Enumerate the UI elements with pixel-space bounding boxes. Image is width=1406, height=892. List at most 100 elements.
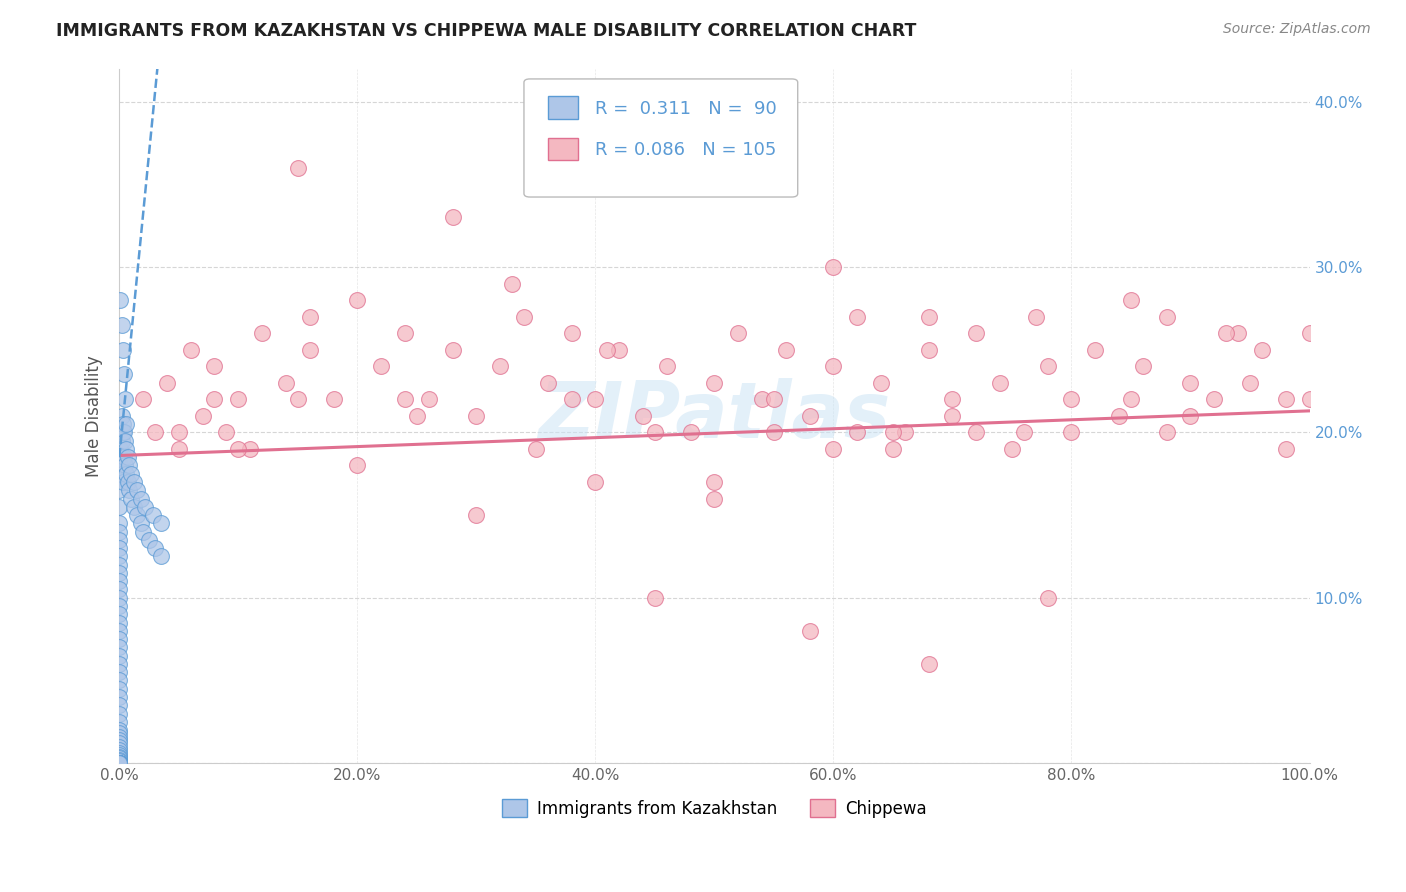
Point [132,524,155,539]
Point [115,417,138,431]
Point [215,425,238,440]
Point [274,376,297,390]
Point [180,343,202,357]
Point [775,343,797,357]
Point [112,368,135,382]
Point [917,310,939,324]
Point [988,376,1011,390]
Point [111,343,134,357]
Point [108,736,131,750]
Point [108,733,131,747]
Point [129,516,152,531]
Point [1036,359,1059,374]
Point [111,409,134,423]
Point [111,467,134,481]
Point [108,756,131,771]
Point [108,624,131,638]
Point [703,475,725,489]
Point [108,753,131,767]
Point [108,673,131,688]
Point [108,582,131,597]
Point [846,310,869,324]
Point [1227,326,1250,340]
Point [882,442,904,456]
Point [1108,409,1130,423]
Point [108,739,131,754]
FancyBboxPatch shape [524,78,797,197]
Point [132,392,155,407]
Point [1084,343,1107,357]
Point [127,483,149,498]
Point [1025,310,1047,324]
Point [108,723,131,737]
Point [1156,310,1178,324]
Point [127,508,149,522]
Text: IMMIGRANTS FROM KAZAKHSTAN VS CHIPPEWA MALE DISABILITY CORRELATION CHART: IMMIGRANTS FROM KAZAKHSTAN VS CHIPPEWA M… [56,22,917,40]
Point [108,640,131,655]
Point [167,425,190,440]
Point [108,648,131,663]
Point [108,574,131,589]
Point [1180,376,1202,390]
Point [799,624,821,638]
Point [1215,326,1237,340]
Point [346,458,368,473]
Point [394,326,416,340]
Point [1204,392,1226,407]
Point [108,690,131,704]
Point [524,442,547,456]
Text: R =  0.311   N =  90: R = 0.311 N = 90 [595,100,778,118]
Point [1012,425,1035,440]
Point [799,409,821,423]
Point [112,450,135,465]
Point [115,467,138,481]
Point [118,458,141,473]
Point [110,450,132,465]
Point [405,409,427,423]
Point [239,442,262,456]
Point [111,475,134,489]
Point [111,318,134,332]
Point [204,392,226,407]
Point [149,516,172,531]
Point [882,425,904,440]
Point [108,607,131,622]
Point [110,458,132,473]
Legend: Immigrants from Kazakhstan, Chippewa: Immigrants from Kazakhstan, Chippewa [495,793,934,824]
Point [108,756,131,771]
Point [108,698,131,713]
Point [108,714,131,729]
Point [607,343,630,357]
Point [287,392,309,407]
Point [644,591,666,605]
Point [108,746,131,760]
Point [108,706,131,721]
Point [117,475,139,489]
Text: ZIPatlas: ZIPatlas [538,378,890,454]
Point [108,755,131,769]
Point [322,392,344,407]
Point [108,665,131,680]
Point [108,632,131,646]
Point [122,500,145,514]
Point [108,657,131,671]
Point [489,359,512,374]
Point [537,376,560,390]
Point [108,749,131,764]
Point [108,516,131,531]
Point [108,467,131,481]
Point [114,458,136,473]
Point [111,417,134,431]
Point [298,310,321,324]
Point [762,425,785,440]
Point [122,475,145,489]
Point [108,681,131,696]
Y-axis label: Male Disability: Male Disability [86,355,103,476]
Point [108,756,131,771]
Point [108,541,131,555]
Point [441,343,464,357]
Point [250,326,273,340]
Point [108,756,131,771]
Point [114,392,136,407]
Point [108,500,131,514]
